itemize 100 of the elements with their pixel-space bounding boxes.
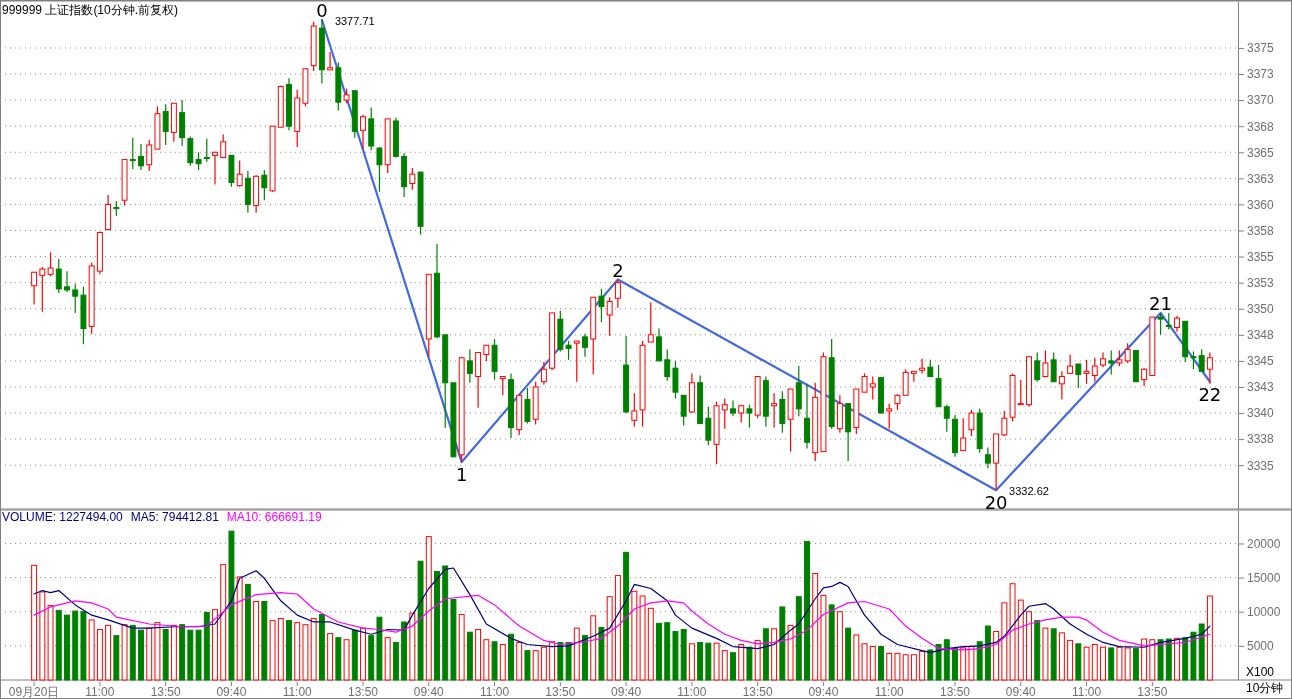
candlestick [746,404,753,429]
x-tick-label: 09:40 [1005,685,1037,699]
bar [639,595,646,681]
annotation: 0 [316,0,328,21]
candlestick [968,409,975,437]
candlestick [1042,349,1049,379]
x-tick-label: 09:40 [808,685,839,699]
bar [754,639,761,681]
candlestick [466,348,473,384]
candlestick [1058,370,1065,401]
bar [557,641,564,681]
bar [804,540,810,681]
chart-title: VOLUME: 1227494.00 [2,510,124,524]
y-tick-label: 3365 [1247,145,1275,160]
y-tick-label: 3368 [1247,119,1275,134]
text: MA5: 794412.81 [130,510,220,524]
bar [927,649,934,681]
bar [105,624,112,681]
bar [88,619,95,681]
bar [80,611,87,681]
bar [277,618,284,681]
annotation: 21 [1149,292,1173,314]
bar [820,594,827,681]
bar [952,648,958,681]
bar [836,611,843,681]
bar [31,564,38,681]
candlestick [664,348,671,382]
bar [771,628,778,681]
x-tick-label: 13:50 [939,685,971,699]
bar [713,642,720,681]
bar [351,629,358,681]
candlestick [55,258,62,294]
bar [55,609,62,681]
bar [417,560,424,681]
bar [39,591,46,681]
candlestick [861,372,868,393]
bar [458,613,465,681]
bar [540,646,547,681]
candlestick [902,368,909,396]
bar [401,621,408,681]
bar [968,646,975,681]
bar [64,614,70,681]
bar [47,605,54,681]
candlestick [1075,363,1082,389]
bar [376,616,383,681]
bar [1058,632,1065,681]
bar [302,624,309,681]
bar [738,644,745,681]
candlestick [203,138,210,163]
y-tick-label: 3370 [1247,93,1275,108]
y-tick-label: 5000 [1247,639,1275,654]
candlestick [779,390,786,434]
x-tick-label: 11:00 [1071,685,1102,699]
annotation: 3332.62 [1009,485,1049,498]
candlestick [138,143,144,171]
bar [1165,638,1172,681]
bar [935,644,942,681]
bar [1026,611,1032,681]
bar [244,583,251,681]
bar [721,650,728,681]
bar [1157,639,1164,681]
candlestick [1091,357,1098,383]
bar [212,609,218,681]
y-tick-label: 3363 [1247,171,1275,186]
bar [236,576,243,681]
y-tick-label: 3355 [1247,249,1275,264]
x-tick-label: 09:40 [611,685,642,699]
bar [138,629,144,681]
y-tick-label: 3335 [1247,458,1275,473]
candlestick [39,266,46,313]
bar [894,652,901,681]
bar [228,530,235,681]
line-series [33,567,1211,654]
bar [179,624,186,681]
bar [508,633,514,681]
x-tick-label: 13:50 [742,685,774,699]
candlestick [212,151,218,186]
bar [466,631,473,681]
bar [878,646,884,681]
bar [1075,643,1082,681]
bar [343,639,350,681]
bar [869,646,876,681]
candlestick [606,296,613,337]
bar [1100,646,1106,681]
candlestick [910,370,917,383]
bar [656,622,662,681]
candlestick [1050,351,1057,383]
bar [960,647,967,681]
bar [795,596,802,681]
bar [442,565,449,681]
bar [318,613,325,681]
bar [72,610,79,681]
candlestick [1157,312,1164,336]
bar [943,639,950,681]
candlestick [1083,359,1090,385]
bar [779,606,786,681]
y-tick-label: 3358 [1247,223,1275,238]
bar [203,611,210,681]
x-tick-label: 13:50 [545,685,576,699]
bar [327,633,334,681]
